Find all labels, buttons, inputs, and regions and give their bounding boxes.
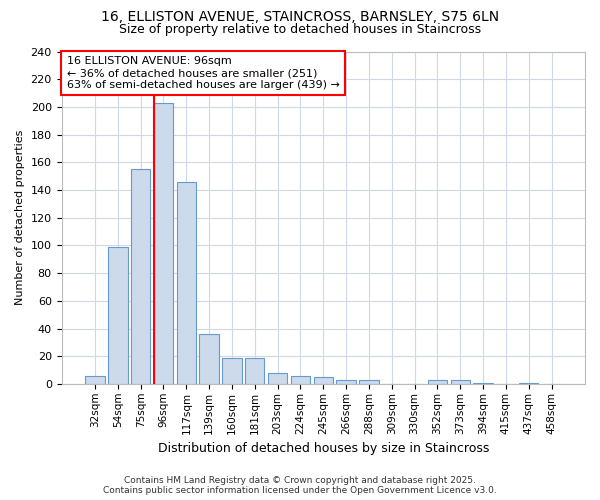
Bar	[154, 102, 173, 384]
Bar	[291, 376, 310, 384]
Bar	[314, 377, 333, 384]
Bar	[131, 169, 151, 384]
Text: 16 ELLISTON AVENUE: 96sqm
← 36% of detached houses are smaller (251)
63% of semi: 16 ELLISTON AVENUE: 96sqm ← 36% of detac…	[67, 56, 340, 90]
Text: 16, ELLISTON AVENUE, STAINCROSS, BARNSLEY, S75 6LN: 16, ELLISTON AVENUE, STAINCROSS, BARNSLE…	[101, 10, 499, 24]
Bar	[337, 380, 356, 384]
Bar	[108, 247, 128, 384]
Bar	[222, 358, 242, 384]
X-axis label: Distribution of detached houses by size in Staincross: Distribution of detached houses by size …	[158, 442, 489, 455]
Bar	[451, 380, 470, 384]
Text: Size of property relative to detached houses in Staincross: Size of property relative to detached ho…	[119, 22, 481, 36]
Bar	[473, 382, 493, 384]
Bar	[428, 380, 447, 384]
Bar	[199, 334, 219, 384]
Bar	[359, 380, 379, 384]
Bar	[85, 376, 105, 384]
Bar	[519, 382, 538, 384]
Bar	[245, 358, 265, 384]
Bar	[268, 373, 287, 384]
Text: Contains HM Land Registry data © Crown copyright and database right 2025.
Contai: Contains HM Land Registry data © Crown c…	[103, 476, 497, 495]
Y-axis label: Number of detached properties: Number of detached properties	[15, 130, 25, 306]
Bar	[176, 182, 196, 384]
